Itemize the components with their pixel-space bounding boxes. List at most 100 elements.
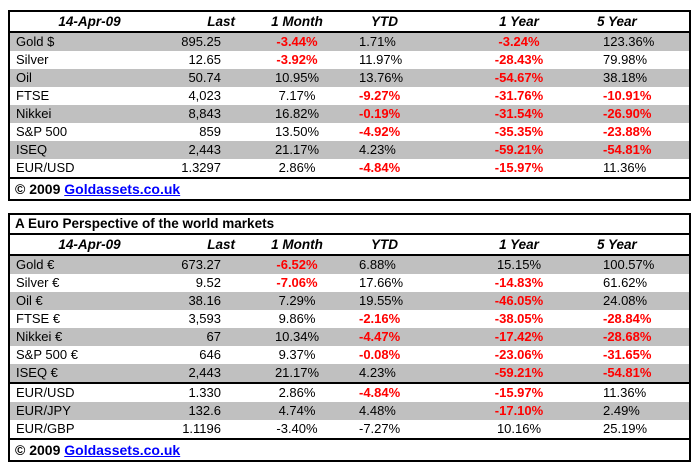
table-row: Gold € 673.27 -6.52% 6.88% 15.15% 100.57… [9, 255, 691, 274]
cell-5year: -28.68% [593, 328, 691, 346]
cell-ytd: -0.08% [353, 346, 445, 364]
cell-1month: -3.44% [241, 32, 353, 51]
cell-last: 673.27 [169, 255, 241, 274]
cell-1year: -46.05% [445, 292, 593, 310]
cell-last: 2,443 [169, 364, 241, 383]
col-header-5year: 5 Year [593, 11, 690, 33]
row-label: S&P 500 € [9, 346, 169, 364]
cell-1month: -3.92% [241, 51, 353, 69]
table-row: S&P 500 859 13.50% -4.92% -35.35% -23.88… [9, 123, 690, 141]
cell-1month: -6.52% [241, 255, 353, 274]
col-header-last: Last [169, 234, 241, 256]
footer-row: © 2009 Goldassets.co.uk [9, 177, 690, 200]
table-row: FTSE € 3,593 9.86% -2.16% -38.05% -28.84… [9, 310, 691, 328]
col-header-5year: 5 Year [593, 234, 691, 256]
col-header-1year: 1 Year [445, 11, 593, 33]
cell-5year: 61.62% [593, 274, 691, 292]
cell-1year: -59.21% [445, 141, 593, 159]
cell-1month: 9.37% [241, 346, 353, 364]
cell-5year: 38.18% [593, 69, 690, 87]
table-row: Nikkei € 67 10.34% -4.47% -17.42% -28.68… [9, 328, 691, 346]
cell-1month: 16.82% [241, 105, 353, 123]
table-row: S&P 500 € 646 9.37% -0.08% -23.06% -31.6… [9, 346, 691, 364]
cell-ytd: -4.47% [353, 328, 445, 346]
row-label: Silver [9, 51, 169, 69]
row-label: ISEQ [9, 141, 169, 159]
table-row: Oil € 38.16 7.29% 19.55% -46.05% 24.08% [9, 292, 691, 310]
table-row: Nikkei 8,843 16.82% -0.19% -31.54% -26.9… [9, 105, 690, 123]
euro-markets-table: A Euro Perspective of the world markets … [8, 213, 692, 462]
date-header: 14-Apr-09 [9, 11, 169, 33]
euro-table-title-row: A Euro Perspective of the world markets [9, 214, 691, 235]
cell-1year: -14.83% [445, 274, 593, 292]
table-row: EUR/USD 1.3297 2.86% -4.84% -15.97% 11.3… [9, 159, 690, 178]
cell-1month: 2.86% [241, 382, 353, 402]
cell-1year: -54.67% [445, 69, 593, 87]
table-row: EUR/USD 1.330 2.86% -4.84% -15.97% 11.36… [9, 382, 691, 402]
cell-ytd: 4.23% [353, 141, 445, 159]
cell-1month: -7.06% [241, 274, 353, 292]
cell-5year: -10.91% [593, 87, 690, 105]
cell-5year: -26.90% [593, 105, 690, 123]
cell-1year: -35.35% [445, 123, 593, 141]
copyright-text: © 2009 [15, 181, 61, 197]
row-label: Gold € [9, 255, 169, 274]
cell-ytd: 11.97% [353, 51, 445, 69]
col-header-ytd: YTD [353, 234, 445, 256]
row-label: FTSE [9, 87, 169, 105]
cell-1month: 10.34% [241, 328, 353, 346]
cell-last: 646 [169, 346, 241, 364]
cell-ytd: 4.48% [353, 402, 445, 420]
cell-5year: 100.57% [593, 255, 691, 274]
cell-ytd: -4.84% [353, 159, 445, 178]
cell-1year: -15.97% [445, 382, 593, 402]
cell-1month: 21.17% [241, 141, 353, 159]
cell-1year: -31.76% [445, 87, 593, 105]
goldassets-link[interactable]: Goldassets.co.uk [64, 442, 181, 458]
cell-ytd: -4.92% [353, 123, 445, 141]
cell-ytd: 6.88% [353, 255, 445, 274]
cell-1year: -15.97% [445, 159, 593, 178]
col-header-last: Last [169, 11, 241, 33]
table-row: Oil 50.74 10.95% 13.76% -54.67% 38.18% [9, 69, 690, 87]
cell-5year: -31.65% [593, 346, 691, 364]
cell-1year: -28.43% [445, 51, 593, 69]
header-row: 14-Apr-09 Last 1 Month YTD 1 Year 5 Year [9, 234, 691, 256]
cell-1month: 2.86% [241, 159, 353, 178]
cell-last: 1.3297 [169, 159, 241, 178]
row-label: Silver € [9, 274, 169, 292]
cell-ytd: -9.27% [353, 87, 445, 105]
cell-ytd: 19.55% [353, 292, 445, 310]
cell-5year: -28.84% [593, 310, 691, 328]
cell-ytd: 1.71% [353, 32, 445, 51]
cell-ytd: 13.76% [353, 69, 445, 87]
cell-1year: -23.06% [445, 346, 593, 364]
cell-5year: -23.88% [593, 123, 690, 141]
table-row: EUR/GBP 1.1196 -3.40% -7.27% 10.16% 25.1… [9, 420, 691, 439]
cell-last: 8,843 [169, 105, 241, 123]
cell-1year: 10.16% [445, 420, 593, 439]
cell-5year: 2.49% [593, 402, 691, 420]
cell-last: 4,023 [169, 87, 241, 105]
row-label: Oil [9, 69, 169, 87]
cell-ytd: 17.66% [353, 274, 445, 292]
cell-1year: 15.15% [445, 255, 593, 274]
cell-1month: 21.17% [241, 364, 353, 383]
cell-last: 38.16 [169, 292, 241, 310]
row-label: Gold $ [9, 32, 169, 51]
cell-last: 50.74 [169, 69, 241, 87]
cell-last: 895.25 [169, 32, 241, 51]
cell-1year: -31.54% [445, 105, 593, 123]
goldassets-link[interactable]: Goldassets.co.uk [64, 181, 181, 197]
cell-1month: -3.40% [241, 420, 353, 439]
date-header: 14-Apr-09 [9, 234, 169, 256]
cell-last: 859 [169, 123, 241, 141]
cell-last: 2,443 [169, 141, 241, 159]
cell-1year: -38.05% [445, 310, 593, 328]
table-row: ISEQ € 2,443 21.17% 4.23% -59.21% -54.81… [9, 364, 691, 383]
table-row: Gold $ 895.25 -3.44% 1.71% -3.24% 123.36… [9, 32, 690, 51]
col-header-1year: 1 Year [445, 234, 593, 256]
cell-5year: 123.36% [593, 32, 690, 51]
cell-last: 9.52 [169, 274, 241, 292]
